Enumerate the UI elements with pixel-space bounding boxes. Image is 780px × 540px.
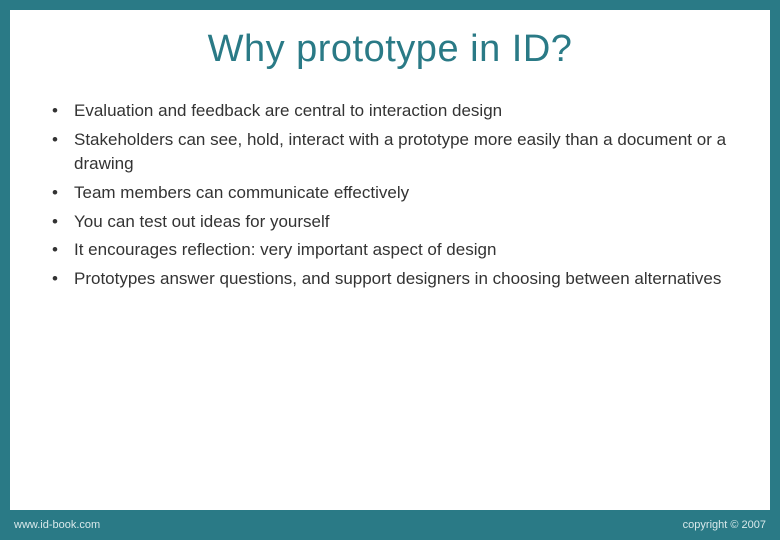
list-item: Evaluation and feedback are central to i…: [50, 99, 742, 124]
list-item: Stakeholders can see, hold, interact wit…: [50, 128, 742, 177]
list-item: Prototypes answer questions, and support…: [50, 267, 742, 292]
footer-left: www.id-book.com: [14, 519, 100, 531]
footer-right: copyright © 2007: [683, 519, 766, 531]
list-item: It encourages reflection: very important…: [50, 238, 742, 263]
list-item: Team members can communicate effectively: [50, 181, 742, 206]
bullet-list: Evaluation and feedback are central to i…: [38, 99, 742, 291]
slide-frame: Why prototype in ID? Evaluation and feed…: [0, 0, 780, 540]
list-item: You can test out ideas for yourself: [50, 210, 742, 235]
slide-footer: www.id-book.com copyright © 2007: [0, 510, 780, 540]
slide-body: Why prototype in ID? Evaluation and feed…: [10, 10, 770, 510]
slide-title: Why prototype in ID?: [38, 28, 742, 71]
